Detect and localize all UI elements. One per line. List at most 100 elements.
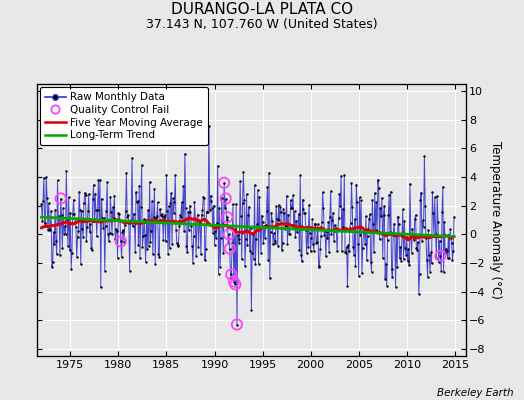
Point [204, 208, 212, 215]
Point [53, 177, 62, 183]
Point [316, 246, 324, 252]
Point [356, 232, 365, 238]
Point [48, 264, 56, 270]
Point [279, 206, 288, 212]
Point [84, 208, 92, 214]
Point [169, 195, 177, 202]
Point [419, 224, 428, 230]
Point [187, 209, 195, 215]
Point [135, 182, 144, 189]
Point [438, 209, 446, 215]
Point [266, 228, 275, 235]
Point [252, 235, 260, 242]
Point [67, 266, 75, 272]
Point [140, 216, 148, 222]
Point [169, 210, 178, 216]
Point [245, 204, 253, 210]
Point [64, 242, 72, 249]
Point [347, 180, 356, 186]
Point [282, 192, 291, 199]
Point [263, 184, 271, 190]
Point [246, 248, 254, 254]
Legend: Raw Monthly Data, Quality Control Fail, Five Year Moving Average, Long-Term Tren: Raw Monthly Data, Quality Control Fail, … [40, 87, 208, 145]
Point [374, 176, 382, 183]
Point [157, 213, 166, 220]
Point [146, 179, 154, 186]
Point [352, 182, 361, 188]
Point [288, 205, 297, 211]
Point [49, 229, 58, 235]
Point [444, 232, 453, 238]
Point [212, 235, 220, 241]
Point [255, 194, 264, 200]
Point [96, 284, 105, 291]
Point [105, 230, 114, 236]
Point [350, 252, 358, 258]
Point [115, 211, 123, 217]
Point [206, 192, 215, 199]
Point [154, 199, 162, 206]
Point [363, 257, 371, 263]
Point [230, 278, 238, 285]
Point [40, 175, 48, 181]
Point [320, 231, 329, 238]
Point [183, 248, 191, 255]
Point [213, 162, 222, 169]
Point [265, 170, 273, 176]
Point [211, 228, 220, 234]
Point [81, 189, 89, 196]
Point [343, 283, 352, 290]
Point [384, 237, 392, 244]
Point [278, 240, 287, 246]
Point [110, 215, 118, 221]
Text: 37.143 N, 107.760 W (United States): 37.143 N, 107.760 W (United States) [146, 18, 378, 31]
Point [351, 263, 359, 269]
Point [443, 255, 452, 262]
Point [198, 212, 206, 219]
Point [324, 219, 332, 226]
Point [98, 214, 106, 221]
Point [302, 250, 311, 256]
Point [38, 218, 47, 224]
Point [334, 227, 342, 234]
Point [312, 240, 321, 246]
Point [69, 210, 77, 217]
Point [172, 226, 180, 233]
Point [405, 262, 413, 268]
Point [243, 242, 252, 248]
Point [151, 261, 159, 267]
Point [193, 211, 202, 218]
Point [385, 192, 394, 198]
Point [125, 220, 133, 226]
Point [136, 255, 144, 261]
Y-axis label: Temperature Anomaly (°C): Temperature Anomaly (°C) [489, 141, 503, 299]
Point [249, 256, 258, 262]
Point [77, 261, 85, 268]
Point [159, 237, 168, 244]
Point [284, 211, 292, 218]
Point [248, 250, 256, 257]
Point [142, 217, 150, 224]
Point [336, 203, 344, 210]
Point [433, 193, 441, 200]
Point [120, 238, 128, 245]
Point [432, 255, 441, 261]
Point [61, 222, 69, 229]
Point [72, 254, 81, 260]
Point [297, 252, 305, 258]
Point [144, 207, 152, 213]
Point [129, 210, 138, 217]
Point [290, 225, 298, 232]
Point [378, 255, 387, 261]
Point [260, 222, 268, 229]
Point [52, 238, 60, 244]
Point [420, 152, 429, 159]
Point [139, 233, 147, 240]
Point [81, 192, 90, 198]
Point [314, 221, 322, 227]
Point [410, 237, 418, 244]
Point [234, 236, 243, 242]
Point [431, 194, 439, 201]
Point [307, 248, 315, 254]
Point [439, 184, 447, 190]
